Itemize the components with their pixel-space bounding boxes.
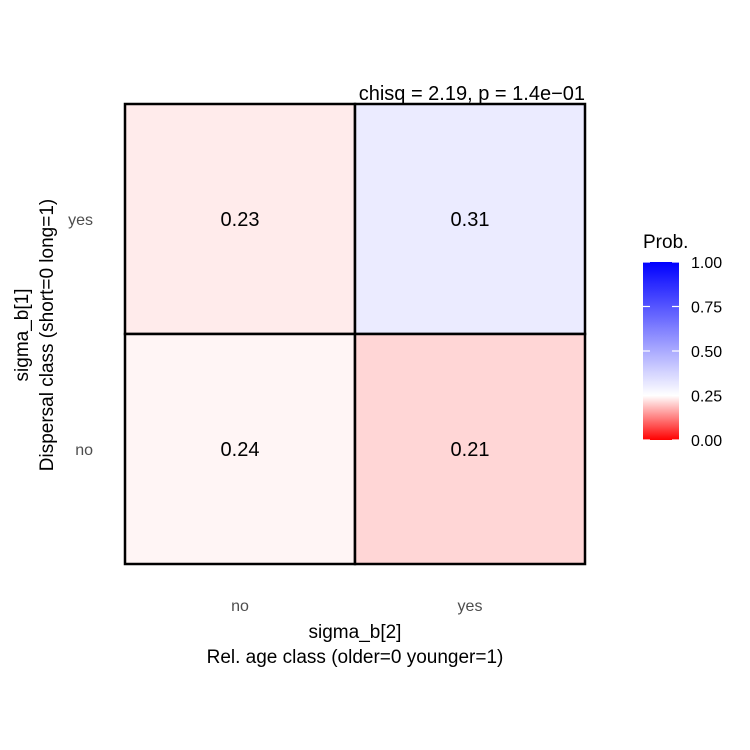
legend-ticks: 0.00 0.25 0.50 0.75 1.00: [643, 255, 722, 450]
y-axis-ticks: no yes: [68, 212, 93, 459]
legend-tick-label: 0.25: [691, 389, 722, 406]
chart-annotation: chisq = 2.19, p = 1.4e−01: [359, 83, 585, 105]
heatmap-cells: 0.23 0.31 0.24 0.21: [123, 102, 587, 566]
cell-value-label: 0.24: [221, 439, 260, 461]
cell-value-label: 0.23: [221, 209, 260, 231]
x-tick-label: yes: [458, 598, 483, 615]
legend-tick-label: 1.00: [691, 255, 722, 272]
legend-tick-label: 0.75: [691, 300, 722, 317]
x-axis-ticks: no yes: [231, 598, 482, 615]
y-axis-title-line1: sigma_b[1]: [12, 289, 33, 382]
y-tick-label: no: [75, 442, 93, 459]
x-tick-label: no: [231, 598, 249, 615]
heatmap-cell-yes-yes: [353, 102, 587, 336]
legend-tick-label: 0.00: [691, 433, 722, 450]
x-axis-title-line2: Rel. age class (older=0 younger=1): [207, 647, 504, 668]
legend-title: Prob.: [643, 232, 688, 253]
heatmap-cell-no-yes: [123, 102, 357, 336]
heatmap-cell-yes-no: [353, 332, 587, 566]
cell-value-label: 0.21: [451, 439, 490, 461]
cell-value-label: 0.31: [451, 209, 490, 231]
x-axis-title-line1: sigma_b[2]: [309, 622, 402, 643]
legend-tick-label: 0.50: [691, 344, 722, 361]
y-axis-title-line2: Dispersal class (short=0 long=1): [37, 199, 58, 471]
heatmap-cell-no-no: [123, 332, 357, 566]
y-tick-label: yes: [68, 212, 93, 229]
